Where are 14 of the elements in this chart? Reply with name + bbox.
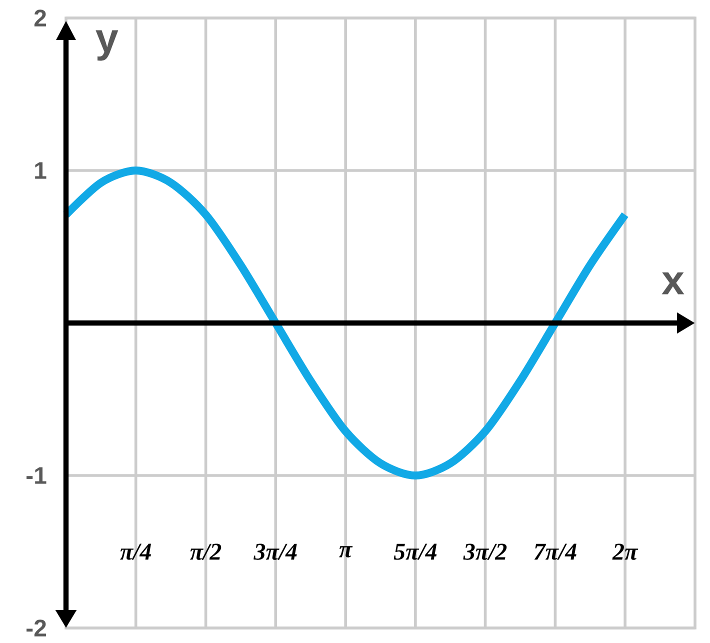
x-tick-label: 2π (612, 544, 638, 560)
x-axis-title: x (662, 272, 684, 294)
x-tick-label: 7π/4 (534, 544, 576, 560)
x-tick-label: 3π/4 (254, 544, 297, 560)
y-tick-label: 2 (34, 10, 46, 26)
y-axis-title: y (96, 30, 118, 61)
x-tick-label: π/2 (190, 544, 222, 560)
y-tick-label: -2 (26, 620, 46, 636)
x-tick-label: π (339, 546, 353, 558)
x-tick-label: 5π/4 (394, 544, 437, 560)
y-tick-label: 1 (35, 162, 46, 179)
x-tick-label: 3π/2 (463, 544, 507, 560)
x-tick-label: π/4 (120, 544, 152, 560)
y-tick-label: -1 (26, 467, 46, 484)
